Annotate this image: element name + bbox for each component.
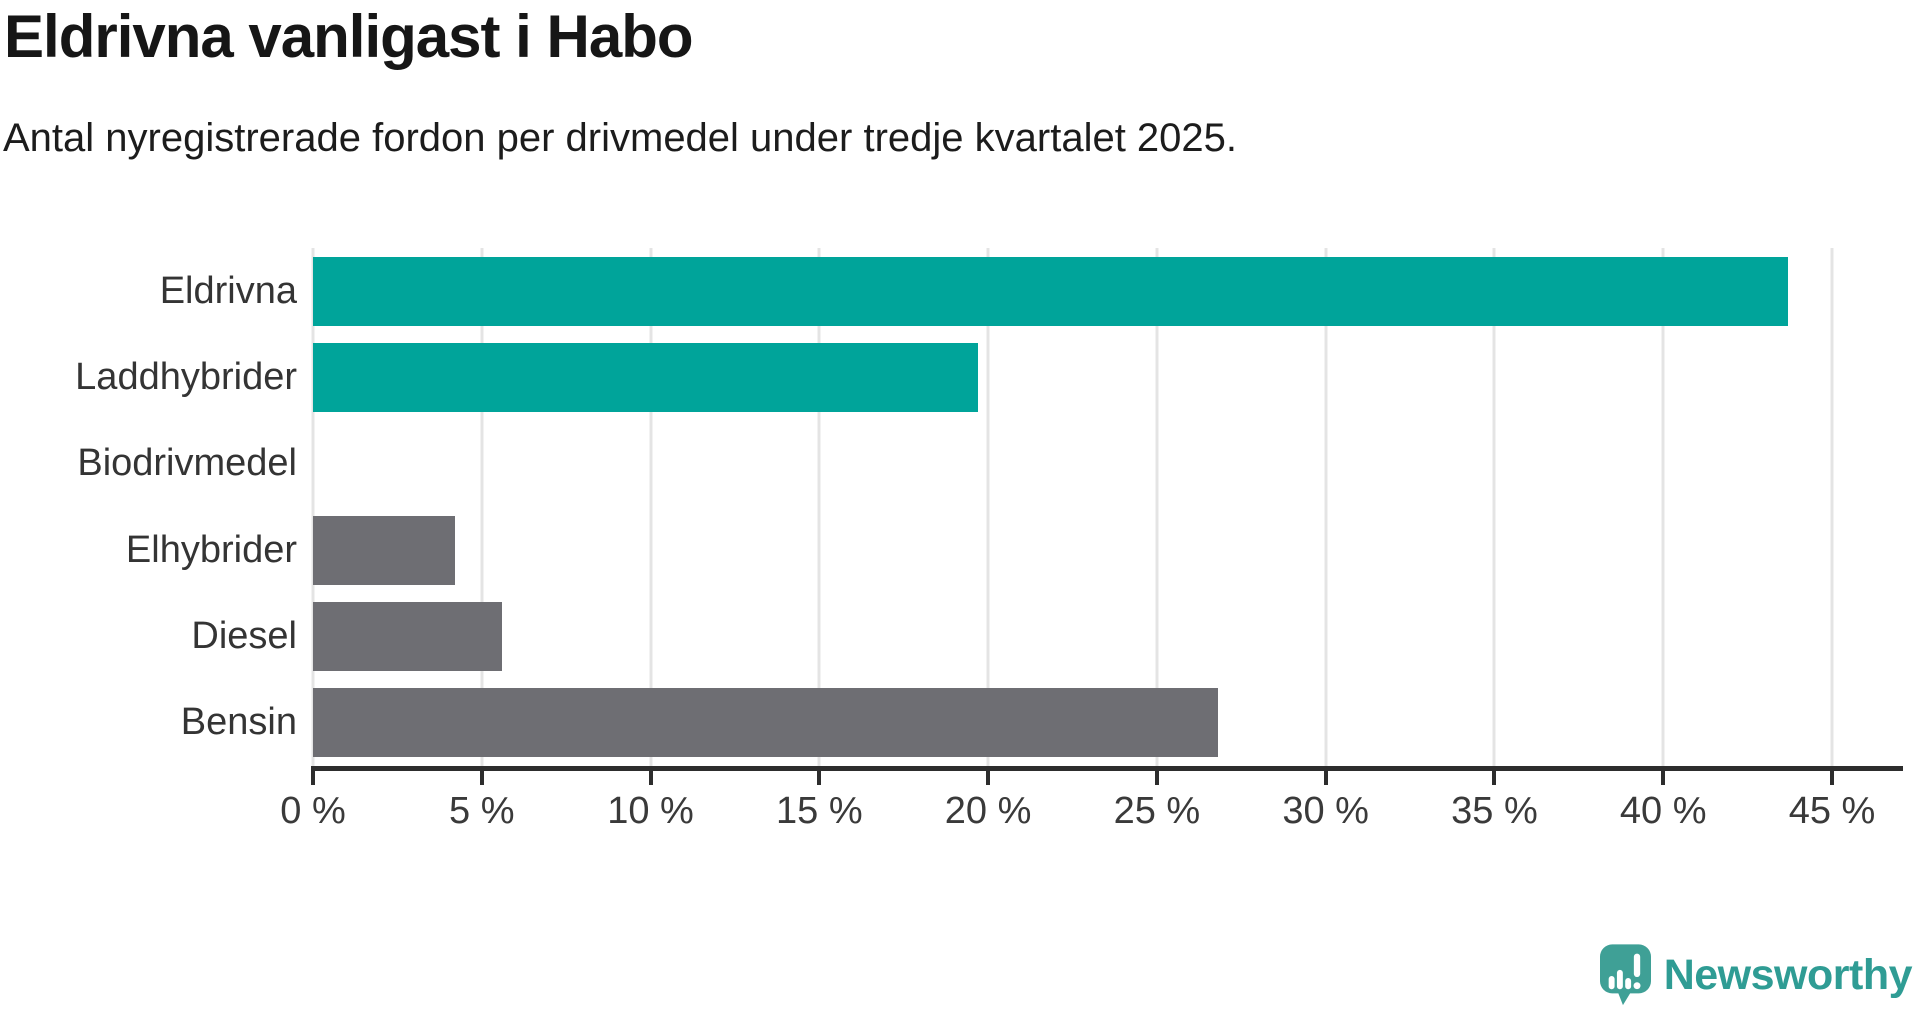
- gridline: [1324, 248, 1328, 766]
- x-axis-tick: [648, 771, 653, 785]
- bar-eldrivna: [313, 256, 1789, 326]
- newsworthy-logo-text: Newsworthy: [1663, 950, 1913, 999]
- gridline: [311, 248, 315, 766]
- newsworthy-logo[interactable]: Newsworthy: [1599, 944, 1913, 1006]
- chart-title: Eldrivna vanligast i Habo: [4, 3, 694, 70]
- x-axis-tick-label: 40 %: [1619, 790, 1707, 832]
- x-axis-tick-label: 5 %: [449, 790, 515, 832]
- bar-row: [313, 334, 1832, 420]
- gridline: [1661, 248, 1665, 766]
- x-axis-tick: [1323, 771, 1328, 785]
- x-axis-tick: [1154, 771, 1159, 785]
- x-axis-tick-label: 30 %: [1282, 790, 1369, 832]
- category-labels: Eldrivna Laddhybrider Biodrivmedel Elhybrid…: [0, 248, 297, 766]
- x-axis-tick-label: 10 %: [607, 790, 694, 832]
- x-axis-tick-label: 25 %: [1113, 790, 1201, 832]
- bar-elhybrider: [313, 515, 455, 585]
- category-label-bensin: Bensin: [180, 701, 297, 744]
- x-axis-tick: [479, 771, 484, 785]
- gridline: [986, 248, 990, 766]
- x-axis-line: [311, 766, 1903, 771]
- category-label-diesel: Diesel: [191, 614, 297, 657]
- bar-row: [313, 248, 1832, 334]
- gridline: [1830, 248, 1834, 766]
- x-axis-tick-label: 15 %: [776, 790, 863, 832]
- gridline: [817, 248, 821, 766]
- bar-laddhybrider: [313, 342, 978, 412]
- gridline: [1492, 248, 1496, 766]
- x-axis-ticks: [311, 771, 1834, 785]
- category-label-elhybrider: Elhybrider: [125, 528, 297, 571]
- x-axis-tick-label: 0 %: [280, 790, 346, 832]
- x-axis-tick-label: 20 %: [944, 790, 1032, 832]
- x-axis-tick: [986, 771, 991, 785]
- bar-row: [313, 421, 1832, 507]
- x-axis-tick: [1492, 771, 1497, 785]
- plot-area: [311, 248, 1834, 766]
- x-axis-tick-label: 35 %: [1451, 790, 1538, 832]
- gridline: [480, 248, 484, 766]
- x-axis-tick-label: 45 %: [1788, 790, 1876, 832]
- x-axis-tick: [1661, 771, 1666, 785]
- bar-row: [313, 593, 1832, 679]
- newsworthy-logo-icon: [1599, 944, 1651, 1006]
- x-axis-tick: [1830, 771, 1834, 785]
- bar-row: [313, 507, 1832, 593]
- bar-bensin: [313, 688, 1218, 758]
- bar-diesel: [313, 601, 503, 671]
- category-label-eldrivna: Eldrivna: [159, 269, 297, 312]
- x-axis-tick-labels: 0 % 5 % 10 % 15 % 20 % 25 % 30 % 35 % 40 % 45 %: [280, 790, 1875, 836]
- bar-row: [313, 680, 1832, 766]
- x-axis-tick: [817, 771, 822, 785]
- x-axis-tick: [311, 771, 315, 785]
- chart-subtitle: Antal nyregistrerade fordon per drivmede…: [3, 116, 1238, 160]
- category-label-laddhybrider: Laddhybrider: [75, 355, 297, 398]
- gridline: [1155, 248, 1159, 766]
- gridline: [649, 248, 653, 766]
- category-label-biodrivmedel: Biodrivmedel: [77, 442, 297, 485]
